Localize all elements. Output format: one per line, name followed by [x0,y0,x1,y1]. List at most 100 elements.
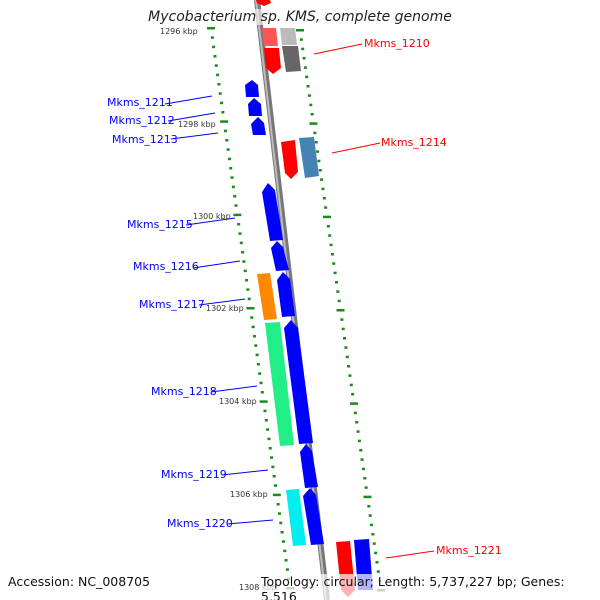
minor-tick [234,204,238,207]
gene-feature[interactable] [303,488,324,545]
minor-tick [356,430,360,433]
minor-tick [271,465,275,469]
gene-label[interactable]: Mkms_1218 [151,385,217,398]
minor-tick [223,129,227,133]
minor-tick [359,449,363,452]
major-tick [207,27,215,30]
major-tick [233,213,242,217]
gene-feature[interactable] [286,489,306,546]
major-tick [363,495,372,499]
minor-tick [239,241,243,245]
minor-tick [212,45,216,49]
gene-label[interactable]: Mkms_1216 [133,260,199,273]
gene-label[interactable]: Mkms_1211 [107,96,173,109]
minor-tick [320,178,324,181]
minor-tick [229,167,233,170]
accession-text: Accession: NC_008705 [8,574,151,589]
gene-feature[interactable] [251,117,266,135]
gene-feature[interactable] [262,183,283,241]
minor-tick [284,559,288,562]
gene-label[interactable]: Mkms_1213 [112,133,178,146]
minor-tick [321,187,325,191]
gene-label[interactable]: Mkms_1219 [161,468,227,481]
minor-tick [245,279,249,282]
minor-tick [221,111,225,114]
minor-tick [326,225,330,228]
gene-feature[interactable] [271,241,289,271]
major-tick [259,400,268,403]
minor-tick [322,197,326,200]
leader-line [313,43,363,55]
minor-tick [344,346,348,349]
gene-feature[interactable] [300,444,318,488]
minor-tick [309,103,313,107]
minor-tick [237,223,241,226]
minor-tick [264,419,268,422]
minor-tick [336,290,340,293]
leader-line [210,385,258,393]
kbp-label: 1306 kbp [230,490,268,499]
minor-tick [370,523,374,527]
gene-label[interactable]: Mkms_1214 [381,136,447,149]
major-tick [309,122,318,125]
tick-marks [207,27,385,592]
gene-feature[interactable] [262,28,278,46]
major-tick [323,215,331,219]
kbp-label: 1300 kbp [193,212,231,221]
minor-tick [324,206,328,209]
gene-feature[interactable] [282,46,301,72]
minor-tick [307,94,311,97]
minor-tick [231,185,235,189]
kbp-label: 1304 kbp [219,397,257,406]
page-title: Mycobacterium sp. KMS, complete genome [0,9,600,25]
gene-label[interactable]: Mkms_1210 [364,37,430,50]
minor-tick [368,514,372,517]
minor-tick [277,512,281,515]
gene-feature[interactable] [248,98,262,116]
gene-feature[interactable] [257,273,277,320]
gene-feature[interactable] [299,137,319,178]
gene-label[interactable]: Mkms_1212 [109,114,175,127]
gene-label[interactable]: Mkms_1217 [139,298,205,311]
minor-tick [272,475,276,478]
minor-tick [310,113,314,116]
minor-tick [276,503,280,506]
minor-tick [217,83,221,86]
gene-feature[interactable] [265,322,294,446]
minor-tick [274,484,278,487]
minor-tick [281,540,285,543]
minor-tick [347,365,351,368]
gene-feature[interactable] [245,80,259,97]
minor-tick [317,159,321,163]
gene-feature[interactable] [281,140,298,179]
major-tick [350,402,358,405]
minor-tick [371,533,375,536]
gene-label[interactable]: Mkms_1220 [167,517,233,530]
minor-tick [333,271,337,275]
minor-tick [301,47,305,51]
gene-feature[interactable] [277,272,295,317]
minor-tick [348,374,352,377]
gene-feature[interactable] [264,48,281,74]
minor-tick [254,344,258,347]
kbp-label: 1308 kbp [239,583,277,592]
minor-tick [376,570,380,573]
kbp-label: 1296 kbp [160,27,198,36]
minor-tick [241,251,245,254]
minor-tick [337,299,341,303]
minor-tick [364,486,368,489]
minor-tick [330,253,334,256]
gene-label[interactable]: Mkms_1221 [436,544,502,557]
gene-feature[interactable] [256,0,271,6]
minor-tick [314,141,318,144]
minor-tick [341,327,345,331]
minor-tick [361,467,365,471]
gene-feature[interactable] [280,28,297,45]
minor-tick [285,568,289,571]
major-tick [246,307,255,310]
gene-feature[interactable] [284,320,313,444]
gene-label[interactable]: Mkms_1215 [127,218,193,231]
minor-tick [318,169,322,172]
minor-tick [210,36,214,39]
minor-tick [332,262,336,265]
